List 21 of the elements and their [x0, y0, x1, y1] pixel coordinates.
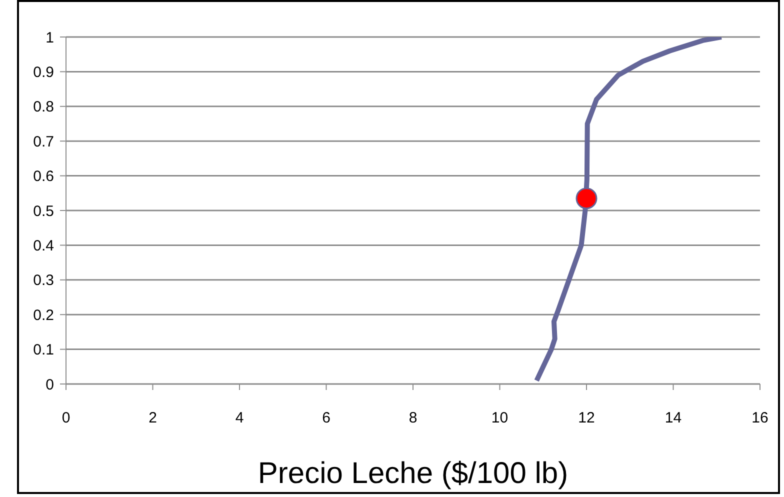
y-tick-label: 0.9	[33, 64, 54, 82]
y-tick-label: 1	[46, 29, 54, 46]
y-tick-label: 0.3	[33, 272, 54, 290]
x-tick-label: 6	[322, 410, 330, 427]
x-tick-label: 8	[408, 410, 418, 427]
y-tick-label: 0.6	[33, 168, 54, 186]
y-tick-label: 0.1	[33, 342, 54, 359]
x-tick-label: 12	[578, 410, 595, 427]
y-tick-label: 0.7	[33, 133, 54, 150]
x-tick-label: 14	[664, 410, 682, 427]
y-tick-label: 0.4	[33, 238, 54, 255]
x-tick-label: 0	[62, 410, 70, 427]
x-tick-label: 10	[491, 410, 508, 427]
x-tick-label: 2	[148, 410, 157, 427]
x-tick-label: 4	[235, 410, 244, 427]
y-tick-label: 0.2	[33, 306, 54, 324]
y-tick-label: 0	[46, 376, 54, 394]
y-tick-label: 0.5	[33, 202, 54, 220]
y-tick-label: 0.8	[33, 98, 54, 116]
x-axis-title: Precio Leche ($/100 lb)	[258, 457, 568, 490]
x-tick-label: 16	[752, 410, 768, 427]
